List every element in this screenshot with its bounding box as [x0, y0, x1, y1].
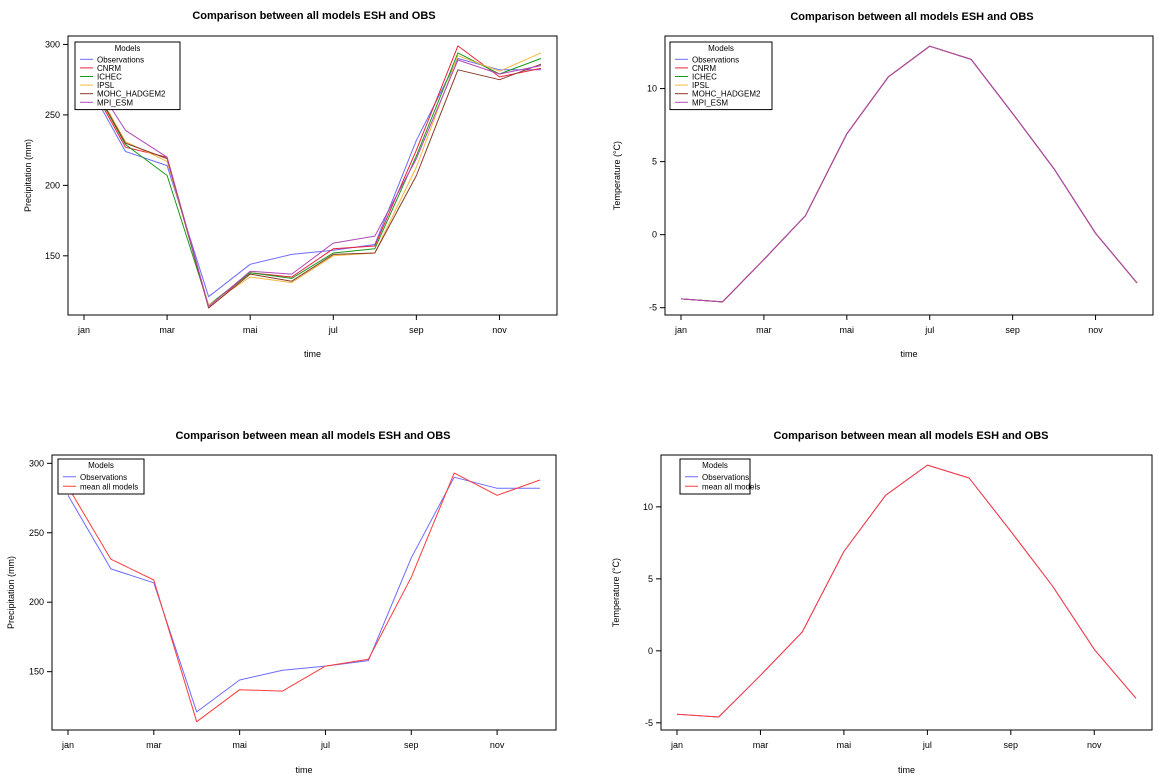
y-tick-label: 300 [29, 458, 44, 468]
plot-frame [67, 35, 558, 316]
legend-entry: CNRM [97, 64, 121, 73]
series-line-mpi-esm [83, 59, 542, 307]
y-tick-label: 5 [652, 157, 657, 167]
legend-entry: MPI_ESM [97, 98, 133, 107]
y-axis-label: Precipitation (mm) [6, 556, 16, 629]
x-tick-label: jan [61, 740, 74, 750]
series-line-observations [676, 464, 1137, 718]
x-tick-label: nov [490, 740, 505, 750]
legend-title: Models [88, 461, 114, 470]
x-axis-label: time [295, 765, 312, 775]
y-tick-label: 150 [29, 667, 44, 677]
y-tick-label: 250 [45, 110, 60, 120]
y-axis-label: Temperature (°C) [612, 141, 622, 210]
y-tick-label: -5 [645, 718, 653, 728]
legend-entry: Observations [702, 473, 749, 482]
y-axis-label: Precipitation (mm) [23, 139, 33, 212]
legend-entry: MOHC_HADGEM2 [692, 90, 761, 99]
legend-entry: IPSL [692, 81, 710, 90]
x-axis-label: time [898, 765, 915, 775]
legend-entry: MOHC_HADGEM2 [97, 90, 166, 99]
x-tick-label: jul [328, 325, 338, 335]
legend-title: Models [708, 44, 734, 53]
legend-entry: ICHEC [692, 73, 717, 82]
legend-entry: mean all models [80, 482, 138, 491]
legend-entry: Observations [80, 473, 127, 482]
y-tick-label: 150 [45, 251, 60, 261]
x-tick-label: nov [1088, 325, 1103, 335]
x-tick-label: mai [232, 740, 247, 750]
series-line-mohc-hadgem2 [83, 63, 542, 309]
x-tick-label: nov [492, 325, 507, 335]
legend-title: Models [702, 461, 728, 470]
y-tick-label: -5 [649, 303, 657, 313]
chart-title: Comparison between all models ESH and OB… [790, 11, 1033, 23]
legend-entry: IPSL [97, 81, 115, 90]
chart-title: Comparison between all models ESH and OB… [192, 10, 435, 22]
chart-panel-3: Comparison between mean all models ESH a… [6, 430, 557, 775]
legend-box [74, 41, 181, 111]
x-tick-label: sep [1005, 325, 1020, 335]
legend-box [669, 41, 773, 111]
x-axis-label: time [304, 349, 321, 359]
legend-entry: ICHEC [97, 73, 122, 82]
x-tick-label: mar [756, 325, 772, 335]
x-tick-label: jan [670, 740, 683, 750]
x-tick-label: jul [320, 740, 330, 750]
legend-entry: Observations [692, 55, 739, 64]
plot-frame [51, 454, 557, 731]
x-tick-label: mar [159, 325, 175, 335]
y-tick-label: 0 [648, 646, 653, 656]
y-tick-label: 200 [29, 597, 44, 607]
legend-entry: MPI_ESM [692, 98, 728, 107]
x-axis-label: time [900, 349, 917, 359]
x-tick-label: sep [1004, 740, 1019, 750]
legend-entry: mean all models [702, 482, 760, 491]
y-tick-label: 5 [648, 574, 653, 584]
series-line-mean-all-models [676, 464, 1137, 718]
legend-title: Models [115, 44, 141, 53]
y-tick-label: 10 [643, 502, 653, 512]
legend-entry: CNRM [692, 64, 716, 73]
x-tick-label: jul [922, 740, 932, 750]
x-tick-label: mar [146, 740, 162, 750]
x-tick-label: mai [840, 325, 855, 335]
chart-title: Comparison between mean all models ESH a… [175, 430, 450, 442]
x-tick-label: jan [674, 325, 687, 335]
series-line-observations [83, 58, 541, 298]
y-tick-label: 250 [29, 528, 44, 538]
y-tick-label: 200 [45, 180, 60, 190]
y-tick-label: 300 [45, 39, 60, 49]
x-tick-label: sep [404, 740, 419, 750]
x-tick-label: nov [1087, 740, 1102, 750]
legend: Models ObservationsCNRMICHECIPSLMOHC_HADG… [74, 41, 181, 111]
plot-frame [664, 35, 1154, 316]
series-line-ipsl [83, 52, 542, 306]
series-line-mean-all-models [67, 472, 541, 723]
chart-panel-2: Comparison between all models ESH and OB… [612, 11, 1154, 359]
legend-entry: Observations [97, 55, 144, 64]
x-tick-label: mai [837, 740, 852, 750]
x-tick-label: sep [409, 325, 424, 335]
series-line-mpi-esm [680, 45, 1138, 303]
x-tick-label: mar [753, 740, 769, 750]
chart-title: Comparison between mean all models ESH a… [773, 430, 1048, 442]
series-line-observations [67, 476, 540, 713]
y-tick-label: 10 [647, 84, 657, 94]
plot-frame [660, 454, 1153, 731]
chart-panel-4: Comparison between mean all models ESH a… [611, 430, 1153, 775]
chart-panel-1: Comparison between all models ESH and OB… [23, 10, 558, 359]
y-axis-label: Temperature (°C) [611, 558, 621, 627]
x-tick-label: jul [924, 325, 934, 335]
x-tick-label: mai [243, 325, 258, 335]
series-line-ichec [83, 52, 542, 306]
x-tick-label: jan [77, 325, 90, 335]
y-tick-label: 0 [652, 230, 657, 240]
legend: Models ObservationsCNRMICHECIPSLMOHC_HADG… [669, 41, 773, 111]
